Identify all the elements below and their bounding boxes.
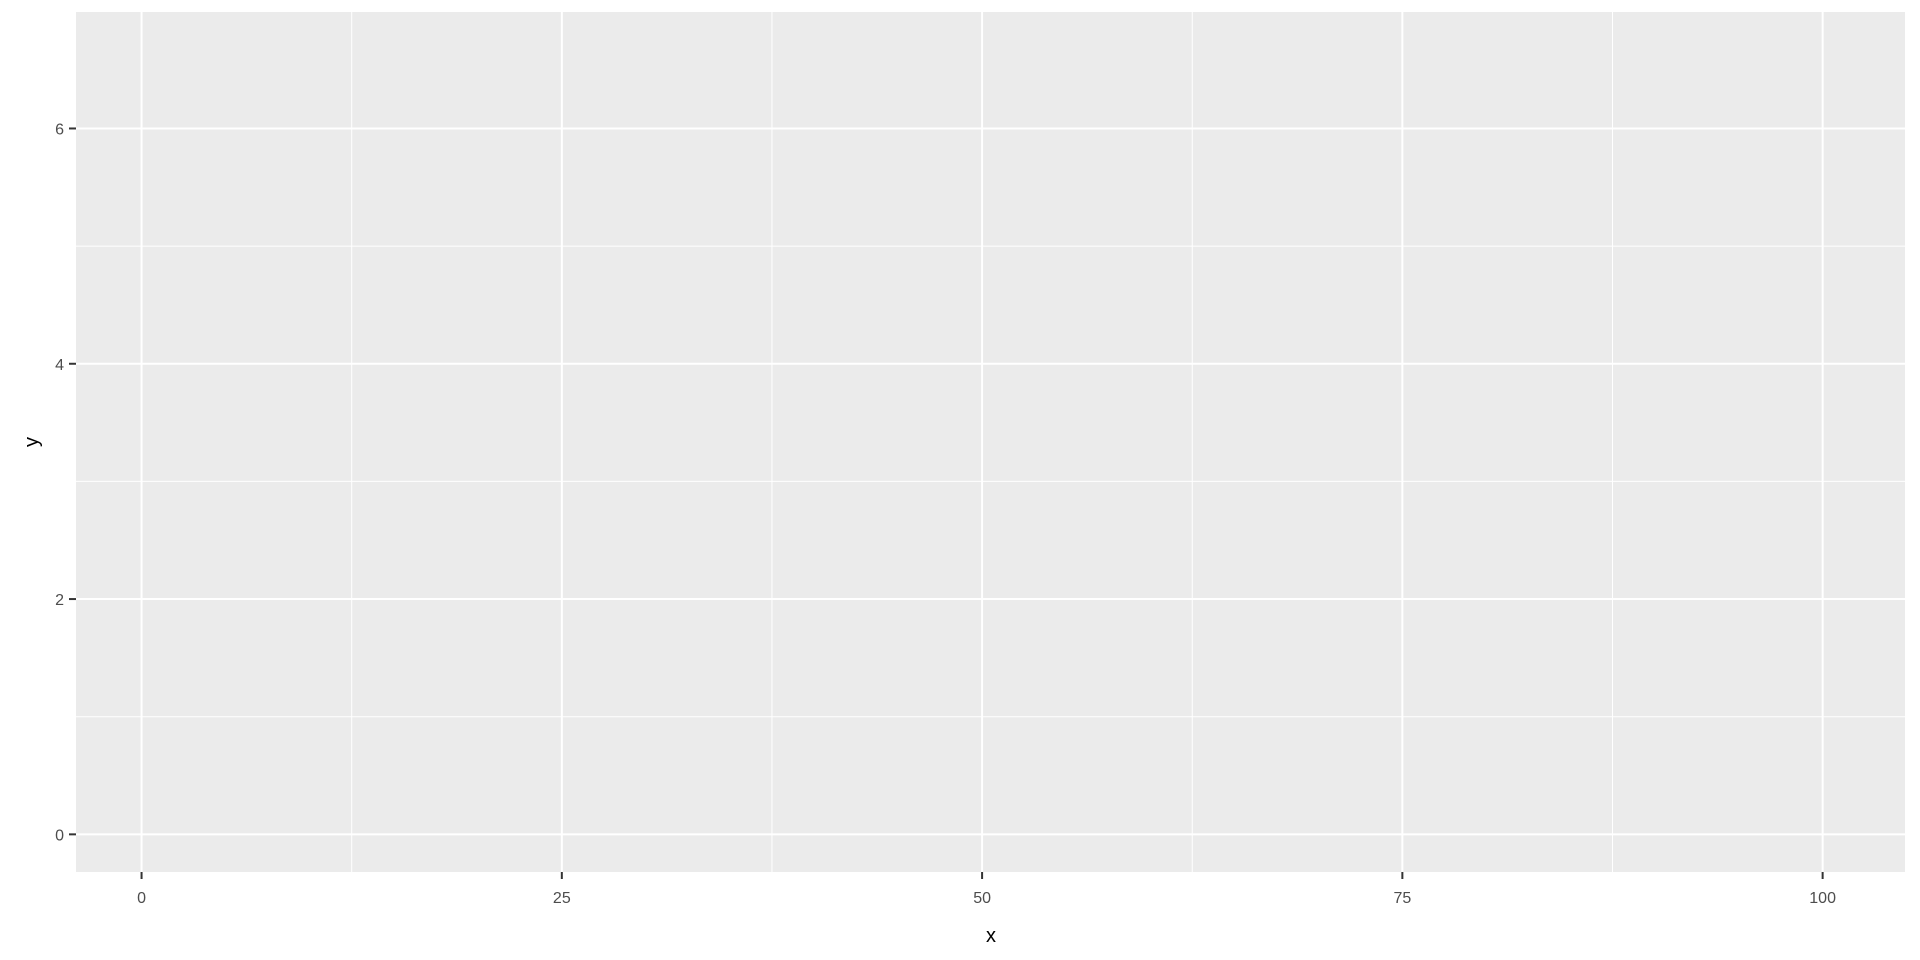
- y-tick-label: 6: [55, 121, 64, 138]
- x-axis-title: x: [986, 925, 996, 947]
- x-tick-label: 50: [973, 890, 991, 907]
- y-tick-label: 2: [55, 592, 64, 609]
- plot-panel: [76, 12, 1905, 872]
- x-tick-label: 0: [137, 890, 146, 907]
- x-tick-label: 75: [1393, 890, 1411, 907]
- x-tick-label: 25: [553, 890, 571, 907]
- x-tick-label: 100: [1809, 890, 1836, 907]
- gridlines: [76, 12, 1905, 872]
- y-tick-label: 0: [55, 827, 64, 844]
- y-tick-label: 4: [55, 357, 64, 374]
- axis-ticks: 0 25 50 75 100 0 2 4 6: [55, 121, 1836, 907]
- y-axis-title: y: [21, 437, 43, 447]
